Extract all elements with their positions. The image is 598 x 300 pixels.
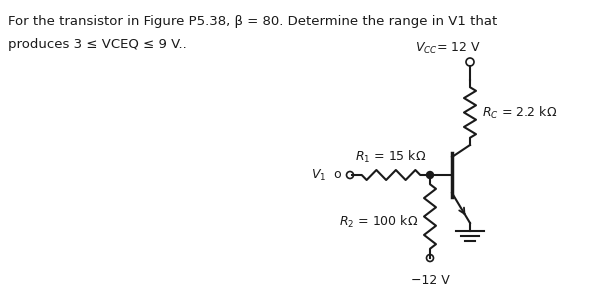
- Text: −12 V: −12 V: [411, 274, 449, 287]
- Text: $R_2$ = 100 k$\Omega$: $R_2$ = 100 k$\Omega$: [339, 214, 418, 230]
- Circle shape: [426, 172, 434, 178]
- Text: $R_1$ = 15 k$\Omega$: $R_1$ = 15 k$\Omega$: [355, 149, 426, 165]
- Text: For the transistor in Figure P5.38, β = 80. Determine the range in V1 that: For the transistor in Figure P5.38, β = …: [8, 15, 498, 28]
- Text: $R_C$ = 2.2 k$\Omega$: $R_C$ = 2.2 k$\Omega$: [482, 104, 557, 121]
- Text: $V_{CC}$= 12 V: $V_{CC}$= 12 V: [415, 40, 481, 56]
- Text: produces 3 ≤ VCEQ ≤ 9 V..: produces 3 ≤ VCEQ ≤ 9 V..: [8, 38, 187, 51]
- Text: $V_1$  o: $V_1$ o: [310, 167, 342, 182]
